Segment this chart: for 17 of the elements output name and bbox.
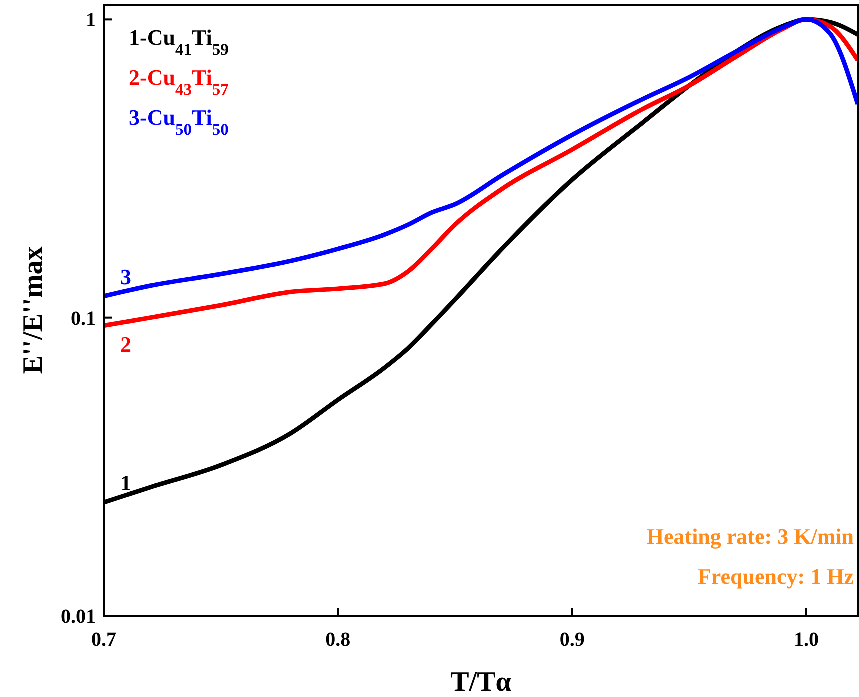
annotation: Frequency: 1 Hz: [698, 564, 854, 589]
x-tick-label: 1.0: [794, 629, 819, 651]
y-tick-label: 0.01: [61, 606, 96, 628]
x-tick-label: 0.8: [326, 629, 351, 651]
y-axis-title: E''/E''max: [18, 246, 49, 374]
y-tick-label: 0.1: [71, 308, 96, 330]
annotation: 2: [120, 332, 132, 357]
annotation: Heating rate: 3 K/min: [646, 524, 854, 549]
annotation: 1: [120, 470, 132, 496]
y-tick-label: 1: [86, 10, 96, 32]
text: 3-Cu$_{50}$Ti$_{50}$: [129, 105, 229, 138]
text: 2-Cu$_{43}$Ti$_{57}$: [129, 65, 229, 98]
x-tick-label: 0.9: [560, 629, 585, 651]
x-axis-title: T/Tα: [450, 667, 512, 697]
text: 1-Cu$_{41}$Ti$_{59}$: [129, 25, 229, 58]
annotation: 3: [120, 264, 132, 290]
x-tick-label: 0.7: [92, 629, 116, 651]
